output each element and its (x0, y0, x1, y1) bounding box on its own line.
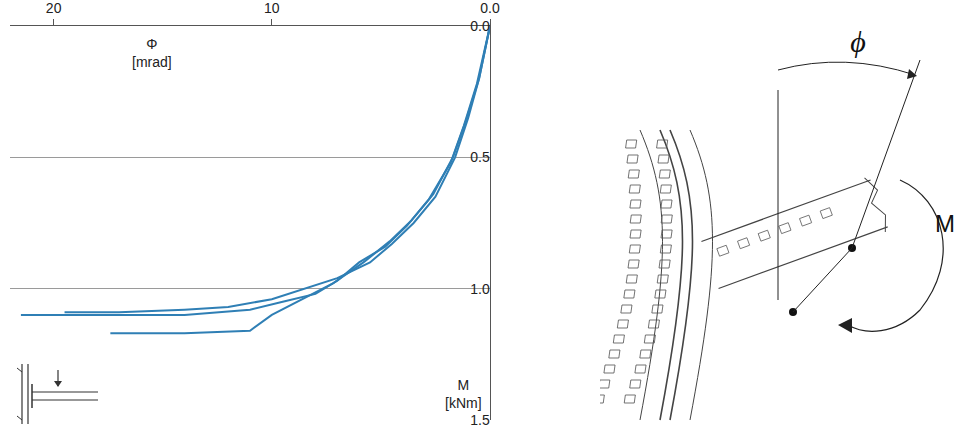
svg-text:0.0: 0.0 (470, 18, 490, 34)
svg-text:0.0: 0.0 (480, 0, 500, 16)
svg-text:1.5: 1.5 (470, 412, 490, 428)
svg-text:20: 20 (46, 0, 62, 16)
svg-text:ϕ: ϕ (850, 25, 866, 58)
svg-text:Φ[mrad]: Φ[mrad] (132, 36, 172, 70)
svg-text:10: 10 (264, 0, 280, 16)
svg-text:M: M (935, 210, 955, 237)
svg-text:1.0: 1.0 (470, 281, 490, 297)
svg-text:M[kNm]: M[kNm] (445, 377, 482, 411)
svg-text:0.5: 0.5 (470, 149, 490, 165)
